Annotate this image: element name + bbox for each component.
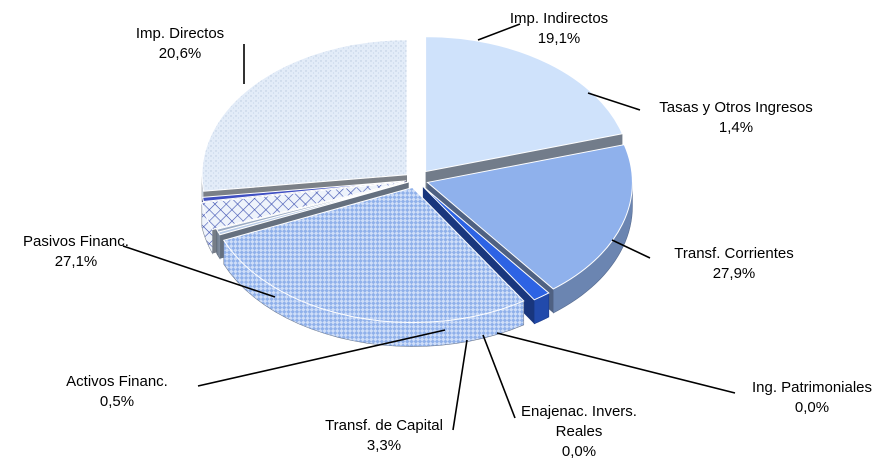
slice-label: Imp. Indirectos 19,1% xyxy=(510,10,608,47)
leader-line xyxy=(611,239,651,259)
slice-label: Pasivos Financ. 27,1% xyxy=(23,233,129,270)
slice-value-label: 0,0% xyxy=(562,443,596,460)
leader-line xyxy=(122,245,276,298)
leader-line xyxy=(587,92,641,111)
pie-slice-2 xyxy=(422,186,550,301)
slice-name-label: Transf. Corrientes xyxy=(674,245,793,262)
slice-name-label: Activos Financ. xyxy=(66,373,168,390)
slice-label: Transf. de Capital 3,3% xyxy=(325,417,443,454)
pie-slice-5 xyxy=(215,181,409,233)
leader-line xyxy=(477,23,521,41)
slice-value-label: 27,1% xyxy=(55,253,98,270)
slice-label: Transf. Corrientes 27,9% xyxy=(674,245,793,282)
slice-value-label: 3,3% xyxy=(367,437,401,454)
pie-slice-8 xyxy=(201,39,408,192)
pie-slice-3 xyxy=(222,186,525,324)
slice-name-label: Reales xyxy=(556,423,603,440)
slice-name-label: Imp. Indirectos xyxy=(510,10,608,27)
slice-name-label: Enajenac. Invers. xyxy=(521,403,637,420)
slice-label: Tasas y Otros Ingresos 1,4% xyxy=(659,99,812,136)
slice-value-label: 19,1% xyxy=(538,30,581,47)
slice-name-label: Ing. Patrimoniales xyxy=(752,379,872,396)
pie-slice-6 xyxy=(201,181,405,231)
slice-label: Activos Financ. 0,5% xyxy=(66,373,168,410)
slice-value-label: 0,5% xyxy=(100,393,134,410)
pie-slice-7 xyxy=(202,180,407,203)
slice-name-label: Tasas y Otros Ingresos xyxy=(659,99,812,116)
pie-slice-1 xyxy=(426,144,633,290)
leader-line xyxy=(482,334,516,419)
slice-label: Ing. Patrimoniales 0,0% xyxy=(752,379,872,416)
slice-name-label: Transf. de Capital xyxy=(325,417,443,434)
slice-label: Imp. Directos 20,6% xyxy=(136,25,224,62)
slice-value-label: 20,6% xyxy=(159,45,202,62)
slice-name-label: Imp. Directos xyxy=(136,25,224,42)
leader-line xyxy=(452,339,468,431)
leader-line xyxy=(197,329,446,387)
slice-value-label: 0,0% xyxy=(795,399,829,416)
pie-slice-wall xyxy=(217,231,221,260)
slice-label: Enajenac. Invers. Reales 0,0% xyxy=(521,403,637,460)
slice-value-label: 1,4% xyxy=(719,119,753,136)
slice-value-label: 27,9% xyxy=(713,265,756,282)
slice-name-label: Pasivos Financ. xyxy=(23,233,129,250)
leader-line xyxy=(496,332,736,394)
pie-slice-0 xyxy=(425,36,624,173)
